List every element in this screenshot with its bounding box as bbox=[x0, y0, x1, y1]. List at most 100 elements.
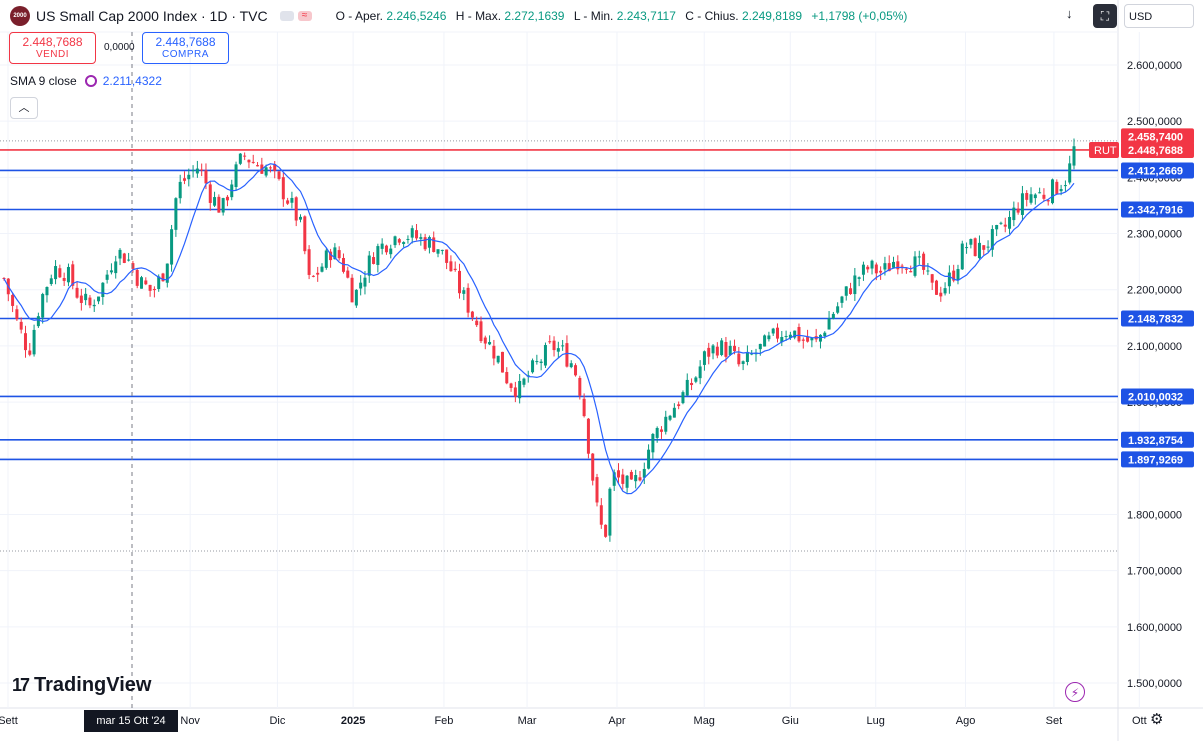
candle-body bbox=[114, 261, 118, 274]
download-arrow-icon[interactable]: ↓ bbox=[1066, 6, 1073, 21]
x-tick-label: Dic bbox=[269, 715, 285, 727]
lightning-icon[interactable]: ⚡ bbox=[1065, 682, 1085, 702]
candle-body bbox=[642, 468, 646, 478]
collapse-legend-button[interactable]: ︿ bbox=[10, 97, 38, 119]
candle-body bbox=[861, 264, 865, 275]
screenshot-icon[interactable]: ⛶ bbox=[1093, 4, 1117, 28]
candle-body bbox=[200, 169, 204, 171]
candle-body bbox=[1042, 194, 1046, 199]
candle-body bbox=[574, 365, 578, 376]
gear-icon[interactable]: ⚙ bbox=[1150, 711, 1164, 728]
candle-body bbox=[97, 296, 101, 302]
candle-body bbox=[788, 334, 792, 338]
candle-body bbox=[599, 505, 603, 525]
candle-body bbox=[874, 264, 878, 274]
compare-icon[interactable]: ≈ bbox=[297, 11, 312, 21]
level-label-bg bbox=[1121, 431, 1194, 448]
candle-body bbox=[165, 263, 169, 283]
close-value: 2.249,8189 bbox=[741, 9, 802, 23]
level-label-bg bbox=[1121, 162, 1194, 179]
candle-body bbox=[191, 170, 195, 172]
time-axis[interactable]: Sett Nov Dic 2025 Feb Mar Apr Mag Giu Lug Ago Set Ot… bbox=[0, 715, 1147, 727]
candle-body bbox=[492, 345, 496, 359]
x-tick-label: Sett bbox=[0, 715, 18, 727]
sell-button[interactable]: 2.448,7688 VENDI bbox=[9, 32, 96, 64]
candle-body bbox=[857, 277, 861, 279]
candle-body bbox=[926, 270, 930, 272]
buy-label: COMPRA bbox=[162, 49, 209, 60]
candle-body bbox=[849, 288, 853, 294]
price-axis[interactable]: 2.600,00002.500,00002.400,00002.300,0000… bbox=[1089, 60, 1194, 690]
candle-body bbox=[376, 246, 380, 265]
candle-body bbox=[28, 350, 32, 355]
low-label: L - Min. bbox=[573, 9, 614, 23]
sell-label: VENDI bbox=[35, 49, 70, 60]
candle-body bbox=[58, 268, 62, 278]
candle-body bbox=[960, 243, 964, 270]
sma-legend[interactable]: SMA 9 close 2.211,4322 bbox=[10, 74, 162, 88]
candle-body bbox=[458, 270, 462, 294]
x-tick-label: Giu bbox=[782, 715, 799, 727]
candle-body bbox=[930, 274, 934, 283]
candle-body bbox=[780, 336, 784, 343]
candle-body bbox=[19, 321, 23, 330]
candle-body bbox=[45, 287, 49, 296]
candle-body bbox=[896, 261, 900, 270]
candle-body bbox=[1008, 216, 1012, 229]
candle-body bbox=[101, 282, 105, 298]
candle-body bbox=[2, 278, 6, 280]
candle-body bbox=[677, 404, 681, 407]
candle-body bbox=[311, 275, 315, 277]
candle-body bbox=[711, 345, 715, 354]
candle-body bbox=[281, 177, 285, 200]
candle-body bbox=[990, 229, 994, 250]
candle-body bbox=[333, 247, 337, 260]
candle-body bbox=[303, 216, 307, 252]
candle-body bbox=[92, 304, 96, 307]
candle-body bbox=[1020, 193, 1024, 215]
change-value: +1,1798 (+0,05%) bbox=[811, 9, 908, 23]
y-tick-label: 2.100,0000 bbox=[1127, 341, 1182, 353]
x-tick-label: Ott bbox=[1132, 715, 1147, 727]
candle-body bbox=[109, 270, 113, 273]
candle-body bbox=[659, 429, 663, 432]
candle-body bbox=[372, 257, 376, 264]
symbol-logo-icon[interactable]: 2000 bbox=[10, 6, 30, 26]
candle-body bbox=[393, 236, 397, 246]
candle-body bbox=[367, 255, 371, 276]
candle-body bbox=[836, 306, 840, 313]
candle-body bbox=[939, 292, 943, 297]
candle-body bbox=[402, 242, 406, 244]
candle-body bbox=[604, 524, 608, 537]
candle-body bbox=[204, 170, 208, 184]
candle-body bbox=[883, 263, 887, 270]
y-tick-label: 2.300,0000 bbox=[1127, 229, 1182, 241]
candle-body bbox=[840, 296, 844, 303]
level-label-bg bbox=[1121, 388, 1194, 405]
candle-body bbox=[823, 332, 827, 337]
candle-body bbox=[75, 287, 79, 298]
currency-select[interactable]: USD bbox=[1124, 4, 1194, 28]
visibility-icon[interactable] bbox=[279, 11, 294, 21]
horizontal-levels bbox=[0, 140, 1118, 552]
candle-body bbox=[616, 470, 620, 478]
buy-button[interactable]: 2.448,7688 COMPRA bbox=[142, 32, 229, 64]
candle-body bbox=[316, 272, 320, 275]
candle-body bbox=[995, 224, 999, 230]
candle-body bbox=[565, 343, 569, 367]
price-label-bg bbox=[1121, 141, 1194, 158]
y-tick-label: 2.200,0000 bbox=[1127, 285, 1182, 297]
symbol-title[interactable]: US Small Cap 2000 Index · 1D · TVC bbox=[36, 8, 268, 24]
candle-body bbox=[234, 164, 238, 188]
candle-body bbox=[621, 474, 625, 484]
candle-body bbox=[634, 475, 638, 482]
candle-body bbox=[127, 259, 131, 261]
candle-body bbox=[462, 290, 466, 294]
candle-body bbox=[277, 171, 281, 179]
candle-body bbox=[32, 329, 36, 355]
candle-body bbox=[879, 270, 883, 273]
candle-body bbox=[148, 284, 152, 291]
candle-body bbox=[66, 266, 70, 283]
